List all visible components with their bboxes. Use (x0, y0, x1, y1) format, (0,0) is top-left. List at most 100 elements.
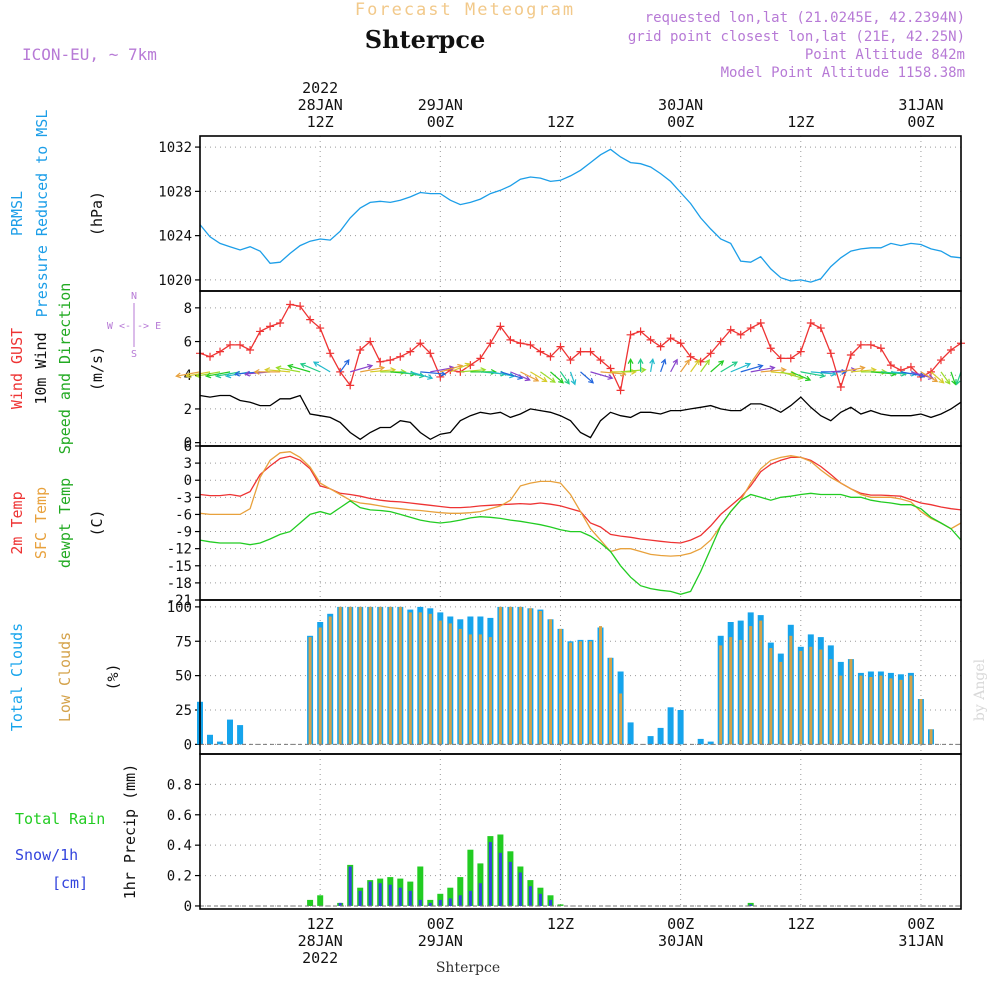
gust-marker (576, 347, 585, 356)
bottom-time-label: 28JAN (298, 932, 343, 950)
snow-1h-bar (408, 890, 412, 906)
snow-1h-bar (749, 904, 753, 906)
y-tick-label: 1032 (158, 140, 192, 156)
snow-1h-bar (468, 890, 472, 906)
wind-direction-arrow (520, 371, 539, 382)
gust-marker (486, 339, 495, 348)
gust-marker (326, 349, 335, 358)
y-axis-label: Speed and Direction (56, 283, 74, 455)
low-clouds-bar (829, 659, 833, 745)
y-tick-label: -15 (167, 559, 192, 575)
wind-arrow-head (225, 372, 232, 379)
wind-direction-arrow (700, 359, 710, 373)
compass-north: N (131, 291, 137, 302)
total-clouds-bar (697, 738, 704, 745)
snow-1h-bar (378, 883, 382, 906)
snow-1h-bar (458, 895, 462, 906)
top-time-label: 00Z (907, 113, 934, 131)
wind-arrow-head (378, 365, 386, 372)
wind-direction-arrow (410, 371, 433, 379)
total-rain-bar (467, 849, 474, 906)
y-tick-label: -9 (175, 525, 192, 541)
low-clouds-bar (789, 635, 793, 745)
y-axis-label: 10m Wind (32, 332, 50, 404)
wind-direction-arrow (790, 371, 811, 381)
gust-marker (786, 354, 795, 363)
wind-direction-arrow (339, 359, 350, 373)
low-clouds-bar (398, 606, 402, 745)
gust-marker (596, 356, 605, 365)
wind-direction-arrow (740, 364, 763, 373)
wind-arrow-head (769, 365, 776, 372)
y-axis-label: Low Clouds (56, 632, 74, 722)
wind-direction-arrow (880, 371, 906, 375)
wind-direction-arrow (540, 371, 556, 383)
wind-arrow-head (588, 377, 595, 384)
y-tick-label: -6 (175, 507, 192, 523)
wind-direction-arrow (940, 371, 951, 385)
wind-direction-arrow (460, 369, 486, 373)
sfc-temp-line (199, 451, 962, 557)
top-time-label: 2022 (302, 79, 338, 97)
bottom-time-label: 00Z (907, 915, 934, 933)
wind-arrow-head (640, 367, 647, 373)
y-tick-label: 0.2 (167, 869, 192, 885)
pressure-panel: 1020 1024 1028 1032 PRMSL Pressure Reduced to… (8, 110, 962, 318)
gust-marker (366, 337, 375, 346)
y-tick-label: 0.8 (167, 777, 192, 793)
wind-direction-arrow (650, 359, 654, 372)
wind-direction-arrow (420, 371, 446, 375)
low-clouds-bar (619, 693, 623, 745)
wind-direction-arrow (780, 371, 803, 379)
low-clouds-bar (348, 606, 352, 745)
precip-legend-label: Snow/1h (15, 846, 78, 864)
y-axis-label: Pressure Reduced to MSL (33, 110, 51, 318)
gust-marker (776, 354, 785, 363)
gust-marker (376, 357, 385, 366)
y-tick-label: -3 (175, 490, 192, 506)
wind-arrow-head (533, 376, 540, 382)
gust-marker (316, 324, 325, 333)
top-time-label: 00Z (427, 113, 454, 131)
wind-direction-arrow (265, 369, 291, 373)
snow-1h-bar (518, 872, 522, 906)
wind-arrow-head (859, 365, 866, 372)
y-tick-label: 0.6 (167, 808, 192, 824)
wind-arrow-head (244, 370, 251, 377)
wind-arrow-head (927, 374, 934, 380)
panels: 1020 1024 1028 1032 PRMSL Pressure Reduced to… (8, 110, 965, 915)
total-clouds-bar (227, 719, 233, 745)
low-clouds-bar (518, 606, 522, 745)
low-clouds-bar (889, 678, 893, 745)
total-clouds-bar (657, 727, 664, 745)
low-clouds-bar (719, 645, 723, 745)
low-clouds-bar (428, 613, 432, 745)
gust-marker (566, 356, 575, 365)
wind-arrow-head (312, 361, 320, 367)
bottom-time-label: 00Z (427, 915, 454, 933)
gust-marker (546, 352, 555, 361)
bottom-time-label: 30JAN (658, 932, 703, 950)
clouds-panel: 0 25 50 75 100 Total Clouds Low Clouds (%) (8, 599, 962, 755)
low-clouds-bar (569, 642, 572, 745)
low-clouds-bar (759, 620, 763, 745)
low-clouds-bar (308, 637, 312, 745)
low-clouds-bar (388, 606, 392, 745)
gust-marker (606, 364, 615, 373)
y-axis-label: SFC Temp (32, 487, 50, 559)
wind-arrow-head (564, 378, 570, 385)
top-time-label: 28JAN (298, 96, 343, 114)
low-clouds-bar (589, 641, 592, 745)
total-clouds-bar (627, 722, 634, 745)
panel-frame (199, 753, 962, 910)
y-axis-label: 2m Temp (8, 491, 26, 554)
wind-arrow-head (607, 374, 614, 380)
y-tick-label: 0.4 (167, 838, 192, 854)
precip-legend-label: Total Rain (15, 810, 105, 828)
y-tick-label: 25 (175, 703, 192, 719)
total-rain-bar (307, 899, 314, 906)
low-clouds-bar (538, 611, 542, 745)
low-clouds-bar (408, 612, 412, 745)
y-axis-label: Total Clouds (8, 623, 26, 731)
